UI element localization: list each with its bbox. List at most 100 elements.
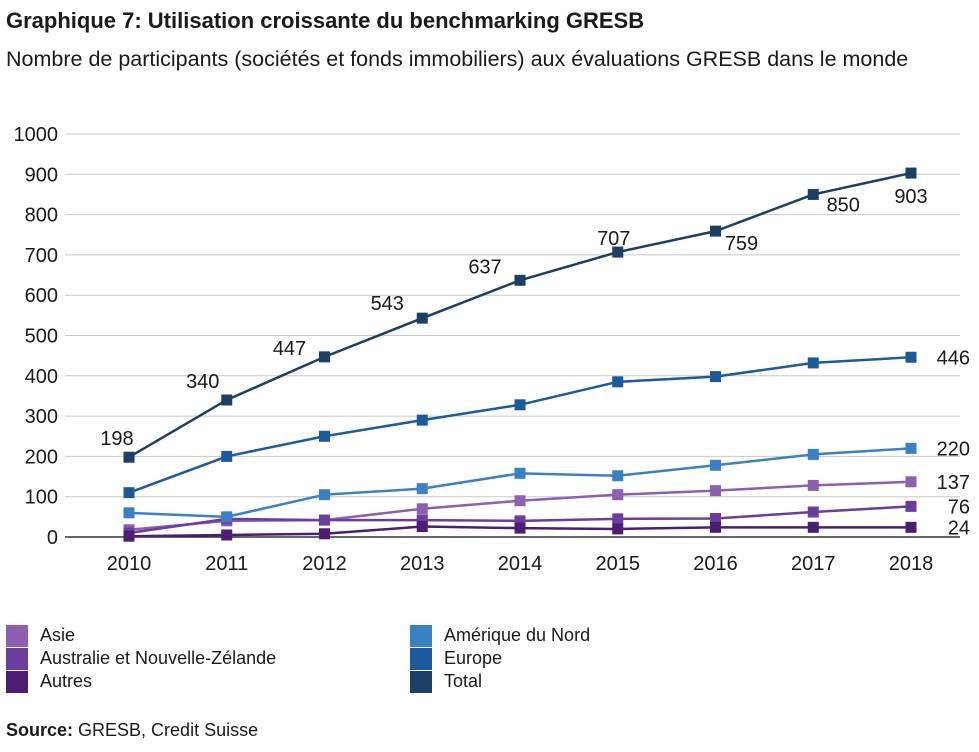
data-label-total: 637	[468, 256, 501, 278]
data-point-total	[221, 394, 233, 406]
data-point-asie	[710, 485, 721, 497]
data-label-total: 850	[827, 194, 860, 216]
legend-label: Europe	[444, 648, 503, 668]
data-point-autres	[514, 522, 526, 534]
data-point-total	[710, 225, 721, 237]
legend-item: Amérique du Nord	[410, 624, 590, 647]
data-point-total	[319, 351, 330, 363]
y-tick-label: 400	[25, 366, 58, 388]
legend-label: Australie et Nouvelle-Zélande	[40, 648, 277, 668]
data-point-autres	[710, 521, 721, 533]
data-label-total: 340	[186, 371, 219, 393]
legend-swatch	[410, 647, 432, 670]
data-point-amerique-du-nord	[905, 442, 917, 454]
line-chart: 0 100 200 300 400 500 600 700 800 900 1000 2010 2011…	[14, 124, 971, 575]
x-tick-label: 2017	[791, 553, 836, 575]
series-line-total	[128, 171, 912, 459]
legend-label: Autres	[40, 671, 93, 691]
data-point-total	[416, 312, 428, 324]
y-tick-label: 500	[25, 326, 58, 348]
x-tick-label: 2016	[693, 553, 738, 575]
y-tick-label: 100	[25, 487, 58, 509]
data-point-amerique-du-nord	[123, 507, 135, 519]
data-point-asie	[416, 503, 428, 515]
legend-item: Autres	[6, 670, 276, 693]
data-point-europe	[319, 430, 330, 442]
data-point-asie	[612, 489, 624, 501]
data-label-total: 707	[597, 228, 630, 250]
data-point-australie-et-nouvelle-zelande	[612, 513, 624, 525]
x-tick-label: 2015	[596, 553, 641, 575]
legend-swatch	[410, 670, 432, 693]
data-point-amerique-du-nord	[319, 489, 330, 501]
legend-left: Asie Australie et Nouvelle-Zélande Autres	[6, 624, 276, 693]
y-tick-label: 1000	[14, 124, 59, 146]
data-point-autres	[221, 529, 233, 541]
x-tick-label: 2011	[205, 553, 248, 575]
data-point-asie	[514, 495, 526, 507]
y-tick-label: 0	[47, 527, 58, 549]
x-tick-label: 2018	[889, 553, 934, 575]
source-text: GRESB, Credit Suisse	[73, 720, 259, 740]
data-point-autres	[319, 528, 330, 540]
data-label-total: 198	[100, 428, 133, 450]
y-tick-label: 600	[25, 285, 58, 307]
x-tick-label: 2014	[498, 553, 543, 575]
data-point-amerique-du-nord	[710, 459, 721, 471]
data-point-europe	[807, 357, 819, 369]
data-point-total	[123, 451, 135, 463]
data-label-total: 543	[371, 293, 404, 315]
chart-title: Graphique 7: Utilisation croissante du b…	[6, 8, 645, 33]
data-point-autres	[807, 521, 819, 533]
data-point-australie-et-nouvelle-zelande	[807, 506, 819, 518]
data-point-autres	[416, 521, 428, 533]
data-label-total: 759	[725, 233, 758, 255]
data-point-autres	[612, 523, 624, 535]
data-point-amerique-du-nord	[807, 448, 819, 460]
end-label-asie: 137	[937, 472, 970, 494]
source-label: Source:	[6, 720, 74, 740]
legend-swatch	[410, 624, 432, 647]
y-tick-label: 700	[25, 245, 58, 267]
y-tick-label: 200	[25, 446, 58, 468]
data-point-australie-et-nouvelle-zelande	[319, 514, 330, 526]
data-point-europe	[123, 487, 135, 499]
x-tick-label: 2013	[400, 553, 445, 575]
legend-item: Australie et Nouvelle-Zélande	[6, 647, 276, 670]
data-label-total: 447	[273, 338, 306, 360]
end-label-europe: 446	[937, 347, 970, 369]
legend-item: Asie	[6, 624, 276, 647]
legend-label: Asie	[40, 625, 76, 645]
end-label-autres: 24	[948, 517, 970, 539]
y-tick-label: 900	[25, 164, 58, 186]
legend-swatch	[6, 670, 28, 693]
data-point-autres	[905, 521, 917, 533]
legend-label: Total	[444, 671, 483, 691]
data-point-asie	[807, 479, 819, 491]
end-label-australie-et-nouvelle-zelande: 76	[948, 496, 970, 518]
data-point-amerique-du-nord	[612, 470, 624, 482]
data-point-total	[905, 167, 917, 179]
legend-label: Amérique du Nord	[444, 625, 591, 645]
y-tick-label: 800	[25, 205, 58, 227]
data-point-asie	[905, 476, 917, 488]
chart-subtitle: Nombre de participants (sociétés et fond…	[6, 47, 909, 71]
end-label-amerique-du-nord: 220	[937, 438, 970, 460]
data-label-total: 903	[894, 186, 927, 208]
source-note: Source: GRESB, Credit Suisse	[6, 720, 258, 741]
data-point-australie-et-nouvelle-zelande	[905, 500, 917, 512]
data-point-europe	[905, 351, 917, 363]
data-point-total	[612, 246, 624, 258]
legend-right: Amérique du Nord Europe Total	[410, 624, 590, 693]
data-point-europe	[710, 371, 721, 383]
data-point-europe	[221, 450, 233, 462]
legend-swatch	[6, 647, 28, 670]
data-point-amerique-du-nord	[221, 511, 233, 523]
series-line-amerique-du-nord	[128, 447, 912, 519]
y-tick-label: 300	[25, 406, 58, 428]
legend-swatch	[6, 624, 28, 647]
data-point-australie-et-nouvelle-zelande	[416, 514, 428, 526]
x-tick-label: 2012	[302, 553, 347, 575]
legend-item: Total	[410, 670, 590, 693]
data-point-europe	[514, 399, 526, 411]
